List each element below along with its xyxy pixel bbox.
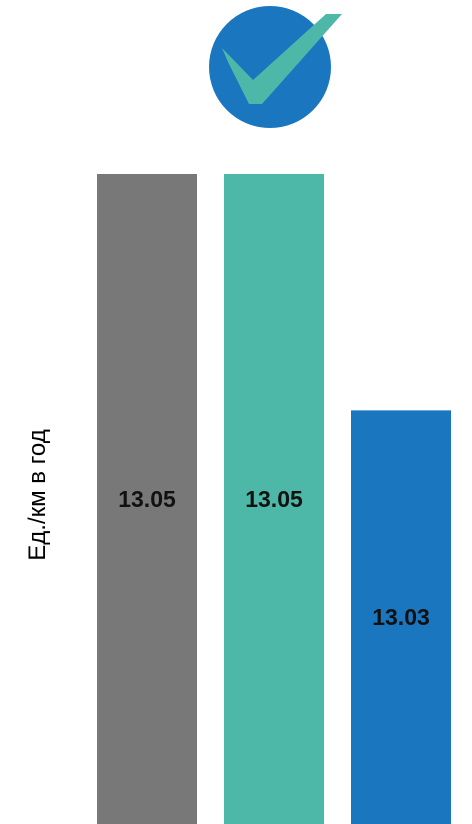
bar-value-label-1: 13.05 <box>118 486 176 512</box>
bar-1 <box>97 174 197 824</box>
check-badge-icon <box>209 6 342 128</box>
checkmark-icon <box>222 14 342 104</box>
bar-2 <box>224 174 324 824</box>
y-axis-label: Ед./км в год <box>24 429 51 560</box>
bar-value-label-3: 13.03 <box>372 604 430 630</box>
bars-group <box>97 174 451 824</box>
bar-value-label-2: 13.05 <box>245 486 303 512</box>
value-labels-group: 13.05 13.05 13.03 <box>118 486 430 630</box>
bar-3 <box>351 410 451 824</box>
